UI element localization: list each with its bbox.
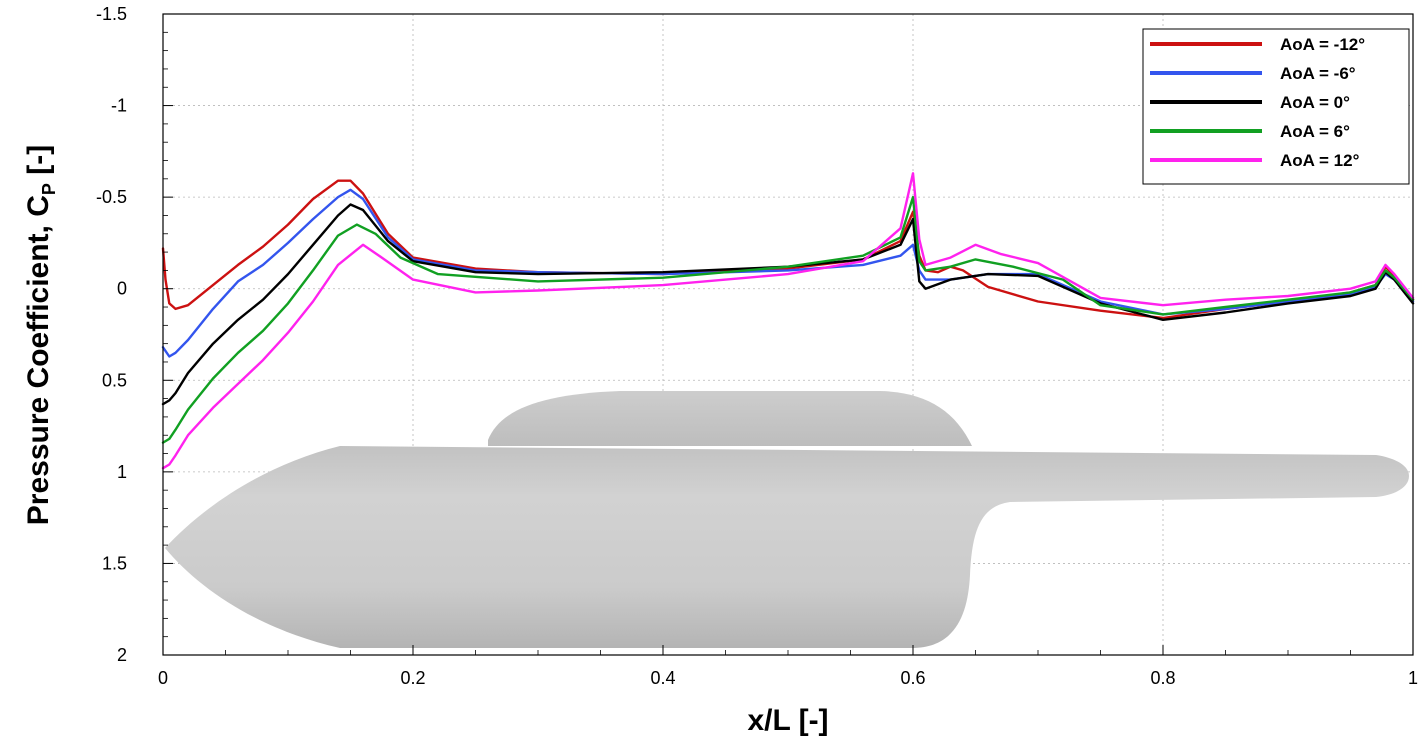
series-line-2 [161,203,1415,406]
y-tick-label: -1.5 [96,4,127,24]
y-tick-label: 0.5 [102,370,127,390]
legend-entries: AoA = -12° AoA = -6° AoA = 0° AoA = 6° AoA =… [1150,35,1365,170]
y-axis-title-suffix: [-] [22,145,55,183]
x-axis-tick-labels: 0 0.2 0.4 0.6 0.8 1 [158,668,1418,688]
legend-label-4: AoA = 12° [1280,151,1360,170]
legend-label-3: AoA = 6° [1280,122,1350,141]
x-tick-label: 0.6 [900,668,925,688]
axis-ticks [162,13,1414,656]
y-axis-tick-labels: -1.5 -1 -0.5 0 0.5 1 1.5 2 [96,4,127,665]
x-axis-title: x/L [-] [747,704,828,737]
series-line-4 [161,172,1415,470]
y-tick-label: 1.5 [102,553,127,573]
x-tick-label: 0.4 [650,668,675,688]
series-line-0 [161,179,1415,320]
series-line-3 [161,195,1415,444]
series-lines [161,172,1415,470]
y-axis-title-subscript: P [39,183,59,195]
legend-label-0: AoA = -12° [1280,35,1365,54]
y-tick-label: 0 [117,279,127,299]
hull-body-image [165,391,1409,648]
x-tick-label: 0.8 [1150,668,1175,688]
x-tick-label: 0.2 [400,668,425,688]
y-axis-title: Pressure Coefficient, CP [-] [22,145,59,525]
y-tick-label: 2 [117,645,127,665]
series-line-1 [161,188,1415,358]
legend-label-2: AoA = 0° [1280,93,1350,112]
x-tick-label: 1 [1408,668,1418,688]
x-tick-label: 0 [158,668,168,688]
legend: AoA = -12° AoA = -6° AoA = 0° AoA = 6° AoA =… [1142,28,1410,185]
y-tick-label: -0.5 [96,187,127,207]
legend-label-1: AoA = -6° [1280,64,1356,83]
y-axis-title-main: Pressure Coefficient, C [22,195,55,525]
y-tick-label: -1 [111,96,127,116]
y-tick-label: 1 [117,462,127,482]
